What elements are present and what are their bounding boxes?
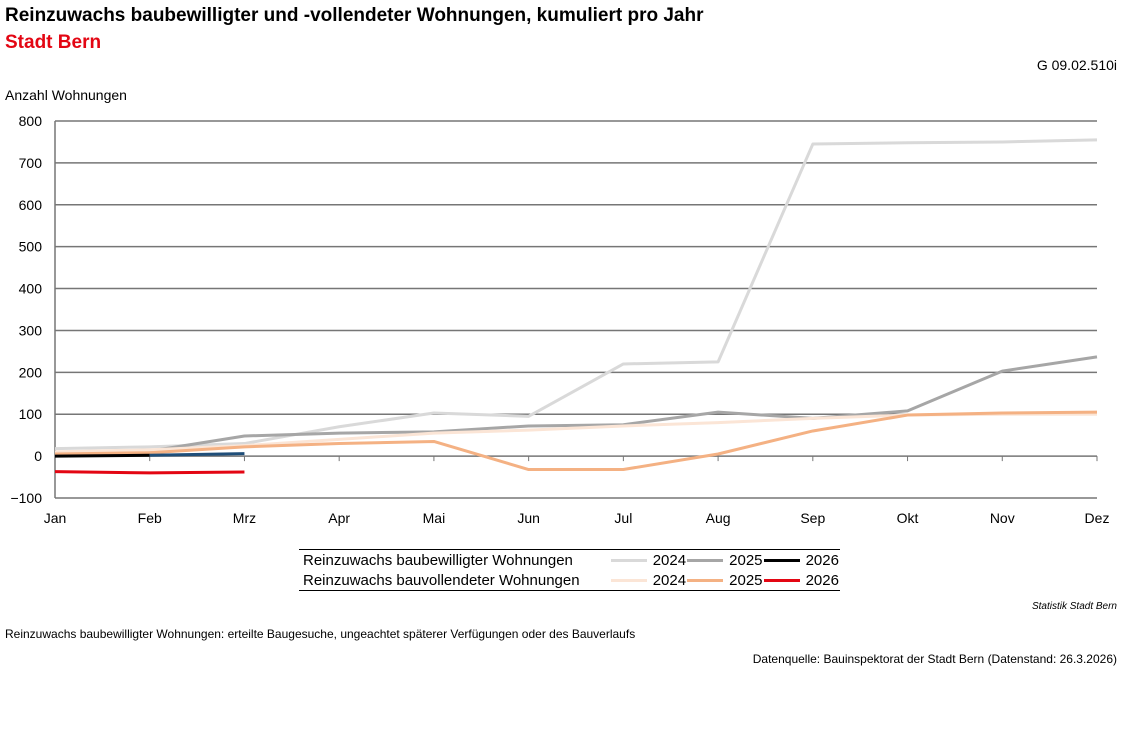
x-tick-label: Sep: [800, 510, 825, 526]
chart-title: Reinzuwachs baubewilligter und -vollende…: [5, 5, 704, 26]
legend-year: 2025: [729, 551, 763, 569]
series-line: [149, 452, 245, 457]
chart-code: G 09.02.510i: [1036, 57, 1117, 73]
legend: Reinzuwachs baubewilligter Wohnungen 202…: [299, 549, 840, 591]
legend-year: 2024: [652, 571, 687, 589]
x-tick-label: Okt: [897, 510, 919, 526]
legend-swatch: [610, 558, 647, 562]
x-tick-label: Jul: [614, 510, 632, 526]
series-line: [54, 138, 1098, 451]
legend-swatch: [687, 578, 724, 582]
x-tick-label: Jun: [517, 510, 540, 526]
data-source: Datenquelle: Bauinspektorat der Stadt Be…: [752, 652, 1117, 666]
legend-group-label: Reinzuwachs baubewilligter Wohnungen: [303, 551, 573, 569]
y-tick-label: 800: [19, 113, 43, 129]
legend-swatch: [687, 558, 724, 562]
x-tick-label: Mrz: [233, 510, 256, 526]
y-tick-label: 100: [19, 406, 43, 422]
credit: Statistik Stadt Bern: [1031, 601, 1117, 612]
series-line: [54, 412, 1097, 454]
y-axis-label: Anzahl Wohnungen: [5, 87, 127, 103]
x-tick-label: Aug: [706, 510, 731, 526]
legend-swatch: [763, 578, 800, 582]
legend-year: 2025: [729, 571, 763, 589]
chart-subtitle: Stadt Bern: [5, 32, 102, 53]
y-tick-label: 200: [19, 364, 43, 380]
legend-year: 2026: [805, 571, 839, 589]
series-line: [54, 470, 245, 475]
legend-row-bewilligt: Reinzuwachs baubewilligter Wohnungen 202…: [299, 550, 840, 570]
series-line: [54, 453, 150, 458]
x-tick-label: Feb: [138, 510, 162, 526]
x-tick-label: Apr: [328, 510, 350, 526]
y-tick-label: 400: [19, 281, 43, 297]
x-tick-label: Jan: [44, 510, 67, 526]
legend-year: 2026: [805, 551, 839, 569]
legend-swatch: [610, 578, 647, 582]
x-tick-label: Dez: [1085, 510, 1110, 526]
series-line: [54, 410, 1098, 472]
y-tick-label: 500: [19, 239, 43, 255]
y-tick-label: −100: [10, 490, 42, 506]
legend-year: 2024: [652, 551, 687, 569]
x-tick-label: Nov: [990, 510, 1015, 526]
y-tick-label: 600: [19, 197, 43, 213]
legend-swatch: [763, 558, 800, 562]
legend-row-vollendet: Reinzuwachs bauvollendeter Wohnungen 202…: [299, 570, 840, 590]
y-tick-label: 0: [34, 448, 42, 464]
y-tick-label: 700: [19, 155, 43, 171]
x-tick-label: Mai: [423, 510, 446, 526]
footnote: Reinzuwachs baubewilligter Wohnungen: er…: [5, 627, 636, 641]
legend-group-label: Reinzuwachs bauvollendeter Wohnungen: [303, 571, 580, 589]
y-tick-label: 300: [19, 322, 43, 338]
series-line: [54, 355, 1098, 456]
